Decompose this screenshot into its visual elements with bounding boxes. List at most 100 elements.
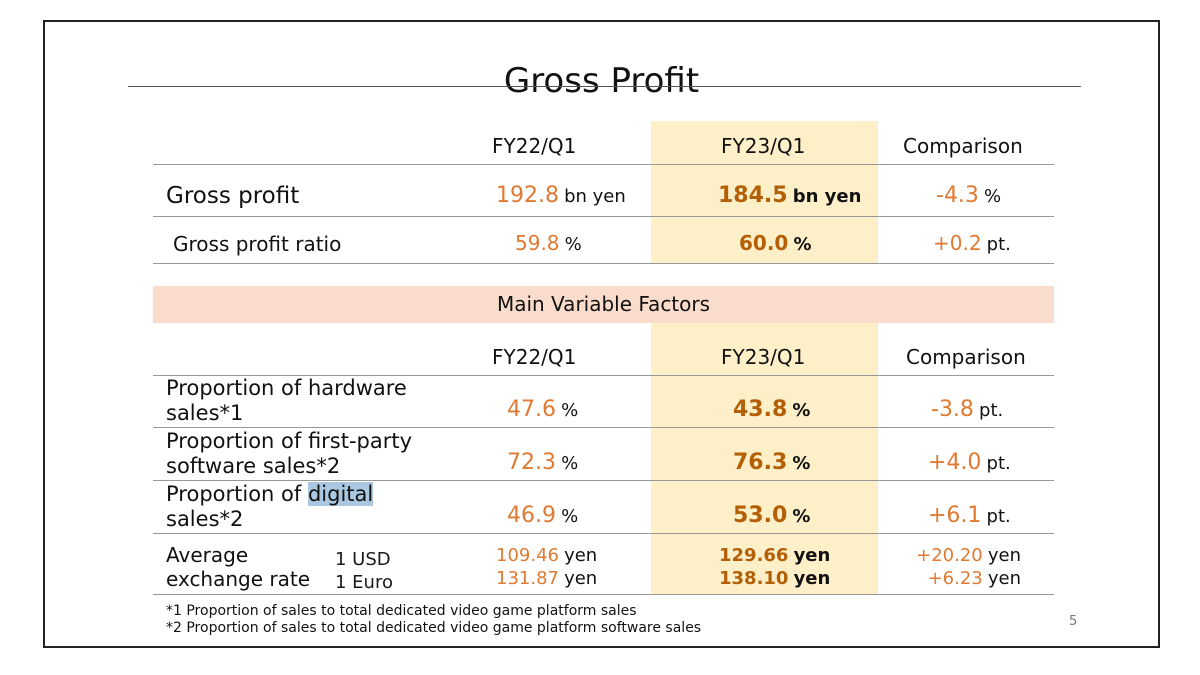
label-line: exchange rate bbox=[166, 567, 311, 591]
label-line: Proportion of first-party bbox=[166, 429, 413, 453]
label-text: Proportion of bbox=[166, 482, 308, 506]
gross-profit-comparison: -4.3 % bbox=[936, 183, 1001, 208]
unit: % bbox=[564, 234, 582, 255]
slide: Gross Profit FY22/Q1 FY23/Q1 Comparison … bbox=[43, 20, 1160, 648]
unit: pt. bbox=[986, 234, 1011, 255]
value: 192.8 bbox=[496, 183, 559, 208]
unit: pt. bbox=[986, 506, 1011, 527]
header-fy22: FY22/Q1 bbox=[492, 134, 577, 158]
row-label-gross-profit-ratio: Gross profit ratio bbox=[173, 232, 342, 256]
first-party-fy23: 76.3 % bbox=[733, 450, 810, 475]
main-variable-factors-band: Main Variable Factors bbox=[153, 286, 1054, 323]
label-line: software sales*2 bbox=[166, 454, 341, 478]
unit: bn yen bbox=[792, 186, 862, 207]
first-party-fy22: 72.3 % bbox=[507, 450, 578, 475]
unit: pt. bbox=[986, 453, 1011, 474]
header-fy23: FY23/Q1 bbox=[721, 345, 806, 369]
slide-title: Gross Profit bbox=[503, 61, 700, 101]
unit: % bbox=[793, 234, 812, 255]
value: 47.6 bbox=[507, 397, 556, 422]
hardware-fy22: 47.6 % bbox=[507, 397, 578, 422]
value: 138.10 bbox=[719, 568, 789, 589]
fy23-column-highlight-bottom bbox=[651, 323, 878, 594]
hardware-comparison: -3.8 pt. bbox=[931, 397, 1003, 422]
value: 129.66 bbox=[719, 545, 789, 566]
page-number: 5 bbox=[1069, 614, 1078, 629]
table-rule bbox=[153, 216, 1054, 217]
unit: % bbox=[561, 453, 579, 474]
value: +6.1 bbox=[928, 503, 982, 528]
usd-fy23: 129.66 yen bbox=[719, 544, 830, 567]
label-line: sales*1 bbox=[166, 401, 244, 425]
footnotes: *1 Proportion of sales to total dedicate… bbox=[166, 603, 701, 637]
currency-euro: 1 Euro bbox=[335, 572, 393, 593]
header-comparison: Comparison bbox=[906, 345, 1026, 369]
value: 131.87 bbox=[496, 568, 559, 589]
title-underline bbox=[128, 86, 1081, 87]
value: 43.8 bbox=[733, 397, 788, 422]
value: -3.8 bbox=[931, 397, 974, 422]
row-label-exchange-rate: Average exchange rate bbox=[166, 543, 310, 591]
selected-text[interactable]: digital bbox=[307, 482, 374, 506]
gross-profit-ratio-fy22: 59.8 % bbox=[515, 231, 582, 255]
unit: % bbox=[792, 506, 811, 527]
unit: yen bbox=[793, 545, 831, 566]
table-rule bbox=[153, 533, 1054, 534]
unit: % bbox=[984, 186, 1002, 207]
euro-fy23: 138.10 yen bbox=[719, 567, 830, 590]
value: +20.20 bbox=[916, 545, 983, 566]
value: 59.8 bbox=[515, 231, 560, 255]
value: 60.0 bbox=[739, 231, 789, 255]
exchange-fy23: 129.66 yen 138.10 yen bbox=[719, 544, 830, 590]
gross-profit-fy23: 184.5 bn yen bbox=[718, 183, 861, 208]
euro-comparison: +6.23 yen bbox=[916, 567, 1021, 590]
value: +0.2 bbox=[933, 231, 982, 255]
exchange-fy22: 109.46 yen 131.87 yen bbox=[496, 544, 597, 590]
footnote-2: *2 Proportion of sales to total dedicate… bbox=[166, 620, 702, 636]
table-rule bbox=[153, 427, 1054, 428]
unit: yen bbox=[987, 545, 1021, 566]
footnote-1: *1 Proportion of sales to total dedicate… bbox=[166, 603, 637, 619]
label-line: sales*2 bbox=[166, 507, 244, 531]
row-label-hardware: Proportion of hardware sales*1 bbox=[166, 376, 407, 426]
currency-names: 1 USD 1 Euro bbox=[335, 548, 393, 594]
gross-profit-ratio-comparison: +0.2 pt. bbox=[933, 231, 1011, 255]
label-line: Average bbox=[166, 543, 249, 567]
value: 184.5 bbox=[718, 183, 788, 208]
table-rule bbox=[153, 263, 1054, 264]
row-label-gross-profit: Gross profit bbox=[166, 183, 300, 209]
gross-profit-ratio-fy23: 60.0 % bbox=[739, 231, 812, 255]
exchange-comparison: +20.20 yen +6.23 yen bbox=[916, 544, 1021, 590]
value: 46.9 bbox=[507, 503, 556, 528]
digital-comparison: +6.1 pt. bbox=[928, 503, 1011, 528]
unit: yen bbox=[564, 568, 598, 589]
first-party-comparison: +4.0 pt. bbox=[928, 450, 1011, 475]
fy23-column-highlight-top bbox=[651, 121, 878, 264]
gross-profit-fy22: 192.8 bn yen bbox=[496, 183, 626, 208]
table-rule bbox=[153, 480, 1054, 481]
unit: % bbox=[792, 453, 811, 474]
header-fy23: FY23/Q1 bbox=[721, 134, 806, 158]
unit: yen bbox=[793, 568, 831, 589]
row-label-first-party: Proportion of first-party software sales… bbox=[166, 429, 412, 479]
value: 109.46 bbox=[496, 545, 559, 566]
table-rule bbox=[153, 375, 1054, 376]
header-comparison: Comparison bbox=[903, 134, 1023, 158]
digital-fy23: 53.0 % bbox=[733, 503, 810, 528]
unit: % bbox=[792, 400, 811, 421]
value: +6.23 bbox=[927, 568, 983, 589]
unit: yen bbox=[987, 568, 1021, 589]
unit: % bbox=[561, 506, 579, 527]
value: 72.3 bbox=[507, 450, 556, 475]
usd-comparison: +20.20 yen bbox=[916, 544, 1021, 567]
header-fy22: FY22/Q1 bbox=[492, 345, 577, 369]
usd-fy22: 109.46 yen bbox=[496, 544, 597, 567]
digital-fy22: 46.9 % bbox=[507, 503, 578, 528]
table-rule bbox=[153, 594, 1054, 595]
unit: pt. bbox=[979, 400, 1004, 421]
value: 76.3 bbox=[733, 450, 788, 475]
hardware-fy23: 43.8 % bbox=[733, 397, 810, 422]
row-label-digital: Proportion of digital sales*2 bbox=[166, 482, 374, 532]
unit: % bbox=[561, 400, 579, 421]
label-line: Proportion of digital bbox=[166, 482, 374, 507]
